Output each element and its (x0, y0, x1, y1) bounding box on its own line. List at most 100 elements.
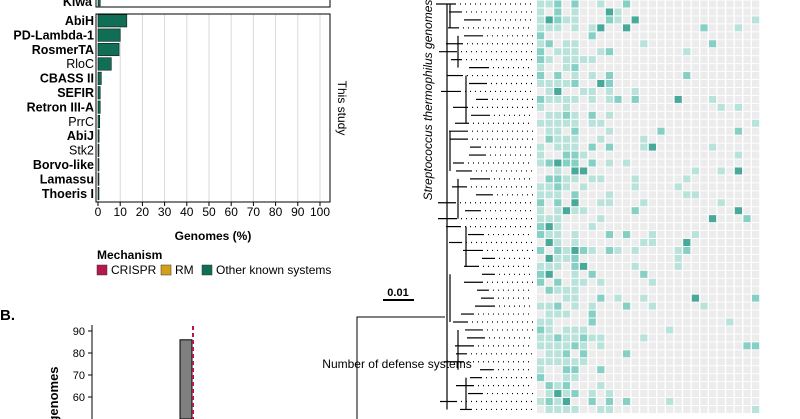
heat-cell (691, 103, 699, 111)
heat-cell (631, 72, 639, 80)
heat-cell (571, 334, 579, 342)
heat-cell (648, 111, 656, 119)
heat-cell (717, 231, 725, 239)
heat-cell (631, 342, 639, 350)
heat-cell (588, 223, 596, 231)
heat-cell (605, 405, 613, 413)
heat-cell (640, 183, 648, 191)
heat-cell (700, 350, 708, 358)
heat-cell (554, 270, 562, 278)
heat-cell (666, 382, 674, 390)
heat-cell (683, 366, 691, 374)
heat-cell (743, 231, 751, 239)
heat-cell (674, 302, 682, 310)
heat-cell (674, 254, 682, 262)
heat-cell (700, 175, 708, 183)
heat-cell (709, 405, 717, 413)
heat-cell (571, 270, 579, 278)
bar-rosmerta (97, 43, 120, 57)
bar-prrc (97, 115, 101, 129)
heat-cell (571, 318, 579, 326)
heat-cell (743, 215, 751, 223)
heat-cell (734, 318, 742, 326)
heat-cell (752, 310, 760, 318)
heat-cell (623, 16, 631, 24)
heat-cell (683, 143, 691, 151)
heat-cell (631, 159, 639, 167)
heat-cell (709, 199, 717, 207)
heat-cell (571, 191, 579, 199)
heat-cell (717, 72, 725, 80)
heat-cell (597, 294, 605, 302)
heat-cell (562, 239, 570, 246)
heat-cell (683, 167, 691, 175)
heat-cell (597, 143, 605, 151)
heat-cell (674, 127, 682, 135)
heat-cell (743, 80, 751, 87)
heat-cell (614, 278, 622, 286)
heat-cell (674, 40, 682, 48)
heat-cell (554, 151, 562, 159)
heat-cell (605, 151, 613, 159)
y-tick-label: Thoeris I (42, 187, 94, 201)
heat-cell (580, 103, 588, 111)
heat-cell (734, 191, 742, 199)
heat-cell (640, 175, 648, 183)
heat-cell (631, 366, 639, 374)
heat-cell (683, 270, 691, 278)
heat-cell (537, 64, 545, 72)
heat-cell (605, 350, 613, 358)
heat-cell (554, 326, 562, 334)
heat-cell (562, 398, 570, 405)
heat-cell (709, 8, 717, 16)
heat-cell (709, 159, 717, 167)
x-tick-label: 80 (269, 205, 283, 219)
heat-cell (709, 294, 717, 302)
heat-cell (648, 72, 656, 80)
heat-cell (537, 215, 545, 223)
heat-cell (623, 135, 631, 143)
heat-cell (683, 374, 691, 382)
heat-cell (605, 215, 613, 223)
heat-cell (571, 95, 579, 103)
heat-cell (734, 80, 742, 87)
heat-cell (734, 32, 742, 40)
heat-cell (571, 278, 579, 286)
heat-cell (571, 24, 579, 32)
heat-cell (631, 358, 639, 366)
heat-cell (717, 48, 725, 56)
heat-cell (700, 405, 708, 413)
x-axis-label: Genomes (%) (175, 229, 252, 243)
bar-rloc (97, 57, 112, 71)
heat-cell (726, 16, 734, 24)
heat-cell (554, 318, 562, 326)
heat-cell (743, 398, 751, 405)
heat-cell (743, 207, 751, 215)
heat-cell (597, 127, 605, 135)
heat-cell (614, 167, 622, 175)
heat-cell (717, 366, 725, 374)
heat-cell (726, 175, 734, 183)
phylogenetic-tree (436, 3, 494, 411)
heat-cell (631, 294, 639, 302)
heat-cell (700, 127, 708, 135)
heat-cell (623, 310, 631, 318)
heat-cell (700, 111, 708, 119)
heat-cell (631, 382, 639, 390)
heat-cell (734, 398, 742, 405)
heat-cell (674, 143, 682, 151)
heat-cell (743, 135, 751, 143)
heat-cell (726, 199, 734, 207)
heat-cell (623, 167, 631, 175)
heat-cell (597, 48, 605, 56)
heat-cell (554, 223, 562, 231)
heat-cell (726, 342, 734, 350)
heat-cell (657, 278, 665, 286)
heat-cell (648, 223, 656, 231)
heat-cell (597, 135, 605, 143)
heat-cell (614, 215, 622, 223)
heat-cell (605, 199, 613, 207)
heat-cell (726, 87, 734, 95)
heat-cell (605, 342, 613, 350)
heat-cell (717, 111, 725, 119)
